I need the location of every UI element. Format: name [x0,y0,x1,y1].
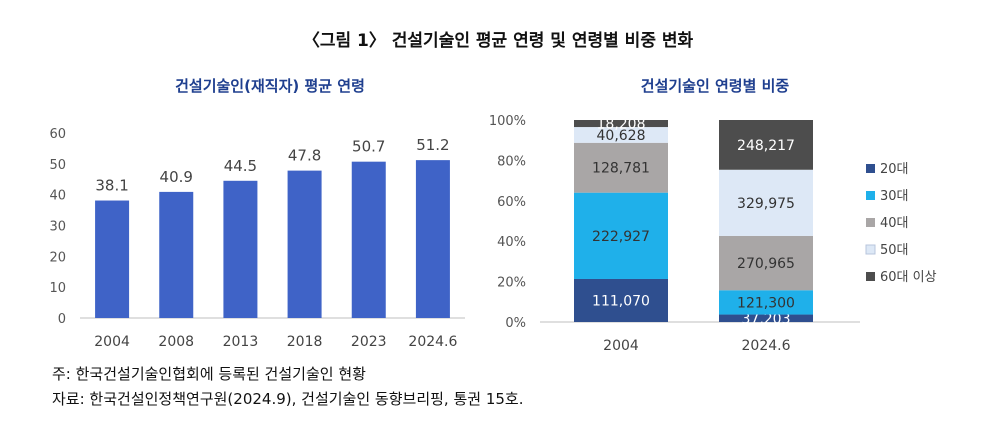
segment-2024.6-30대 [719,290,813,315]
y-tick-label-6: 60 [49,127,66,142]
y-tick-label-4: 80% [497,154,526,169]
bar-value-label-2023: 50.7 [352,138,385,156]
bar-2018 [287,170,322,318]
legend-swatch-60대 이상 [866,272,875,281]
segment-2024.6-20대 [719,314,813,322]
chart1-title: 건설기술인(재직자) 평균 연령 [175,77,365,95]
x-tick-label-2018: 2018 [287,334,323,350]
segment-2004-40대 [574,142,668,193]
legend-label-30대: 30대 [880,189,909,204]
source-note: 자료: 한국건설인정책연구원(2024.9), 건설기술인 동향브리핑, 통권 … [52,390,524,408]
segment-2024.6-60대 이상 [719,120,813,170]
legend-label-60대 이상: 60대 이상 [880,270,937,285]
bar-2008 [159,191,194,318]
legend-label-20대: 20대 [880,162,909,177]
segment-label-2024.6-40대: 270,965 [737,256,795,272]
bar-value-label-2008: 40.9 [160,168,193,186]
segment-2004-50대 [574,127,668,143]
footnote: 주: 한국건설기술인협회에 등록된 건설기술인 현황 [52,365,366,383]
segment-label-2004-50대: 40,628 [597,128,646,144]
legend-swatch-30대 [866,191,875,200]
y-tick-label-2: 40% [497,235,526,250]
bar-value-label-2018: 47.8 [288,147,321,165]
segment-label-2004-40대: 128,781 [592,161,650,177]
legend-swatch-40대 [866,218,875,227]
x-tick-label-2013: 2013 [223,334,259,350]
segment-2004-60대 이상 [574,120,668,128]
y-tick-label-0: 0 [58,312,66,327]
y-tick-label-0: 0% [505,316,526,331]
segment-2024.6-50대 [719,169,813,236]
y-tick-label-1: 20% [497,276,526,291]
y-tick-label-1: 10 [49,281,66,296]
bar-value-label-2004: 38.1 [95,177,128,195]
segment-2004-30대 [574,192,668,279]
legend-swatch-50대 [865,244,876,255]
figure-title: 〈그림 1〉 건설기술인 평균 연령 및 연령별 비중 변화 [302,31,694,51]
segment-label-2024.6-20대: 37,203 [742,311,791,327]
y-tick-label-5: 50 [49,158,66,173]
y-tick-label-2: 20 [49,250,66,265]
segment-label-2004-60대 이상: 18,208 [597,117,646,133]
bar-2023 [351,161,386,318]
segment-label-2004-30대: 222,927 [592,229,650,245]
y-tick-label-3: 60% [497,195,526,210]
legend-label-50대: 50대 [880,243,909,258]
segment-label-2024.6-50대: 329,975 [737,196,795,212]
y-tick-label-3: 30 [49,220,66,235]
x-tick-label-2024.6: 2024.6 [742,338,791,354]
bar-value-label-2013: 44.5 [224,157,257,175]
y-tick-label-5: 100% [489,114,526,129]
x-tick-label-2004: 2004 [94,334,130,350]
bar-2024.6 [415,160,450,318]
segment-label-2024.6-60대 이상: 248,217 [737,138,795,154]
segment-2024.6-40대 [719,235,813,291]
legend-swatch-20대 [866,164,875,173]
segment-label-2004-20대: 111,070 [592,293,650,309]
x-tick-label-2024.6: 2024.6 [408,334,457,350]
x-tick-label-2004: 2004 [603,338,639,354]
segment-label-2024.6-30대: 121,300 [737,295,795,311]
x-tick-label-2008: 2008 [158,334,194,350]
legend-label-40대: 40대 [880,216,909,231]
x-tick-label-2023: 2023 [351,334,387,350]
segment-2004-20대 [574,278,668,322]
chart2-title: 건설기술인 연령별 비중 [640,77,790,95]
y-tick-label-4: 40 [49,189,66,204]
bar-value-label-2024.6: 51.2 [416,136,449,154]
bar-2004 [95,200,130,318]
bar-2013 [223,180,258,318]
